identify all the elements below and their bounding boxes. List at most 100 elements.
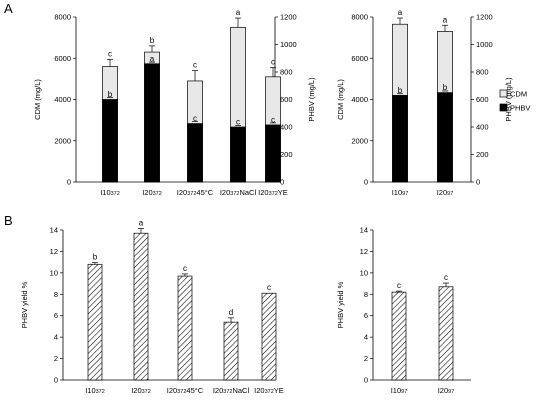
significance-letter: c bbox=[444, 273, 448, 282]
bar-phbv-yield bbox=[133, 232, 149, 381]
y-tick-label: 2 bbox=[364, 354, 368, 363]
y2-tick-label: 400 bbox=[280, 123, 293, 132]
chart-b-right: 0 2 4 6 8 10 12 14 PHBV yield % I1097 I2097 c c bbox=[336, 226, 471, 395]
y-axis-label: CDM (mg/L) bbox=[336, 79, 345, 120]
x-tick-label: I2097 bbox=[438, 386, 455, 395]
y2-tick-label: 400 bbox=[476, 123, 489, 132]
legend-label-phbv: PHBV bbox=[510, 104, 530, 113]
y-tick-label: 0 bbox=[364, 178, 368, 187]
y2-tick-label: 1000 bbox=[280, 40, 297, 49]
bar-phbv bbox=[392, 95, 408, 183]
y-tick-label: 6000 bbox=[54, 54, 71, 63]
y2-tick-label: 600 bbox=[280, 95, 293, 104]
y-tick-label: 8000 bbox=[54, 13, 71, 22]
y-tick-label: 10 bbox=[50, 268, 58, 277]
y-tick-label: 8 bbox=[364, 290, 368, 299]
y2-axis-label: PHBV (mg/L) bbox=[504, 77, 513, 122]
x-tick-label: I2037245°C bbox=[177, 188, 214, 197]
significance-letter-phbv: c bbox=[271, 115, 275, 124]
y-tick-label: 14 bbox=[50, 226, 58, 235]
bar-phbv bbox=[437, 92, 453, 183]
significance-letter-cdm: a bbox=[236, 8, 241, 17]
y2-tick-label: 1200 bbox=[280, 13, 297, 22]
y-tick-label: 4 bbox=[364, 333, 368, 342]
x-tick-label: I2097 bbox=[437, 188, 454, 197]
significance-letter-cdm: a bbox=[398, 8, 403, 17]
x-tick-label: I20372YE bbox=[258, 188, 288, 197]
y-tick-label: 2000 bbox=[351, 136, 368, 145]
significance-letter: c bbox=[183, 264, 187, 273]
bar-phbv-yield bbox=[87, 263, 103, 381]
significance-letter: c bbox=[267, 283, 271, 292]
x-tick-label: I20372NaCl bbox=[213, 386, 250, 395]
x-tick-label: I20372 bbox=[142, 188, 162, 197]
y-axis-label: CDM (mg/L) bbox=[33, 79, 42, 120]
x-tick-label: I10372 bbox=[100, 188, 120, 197]
bar-phbv bbox=[230, 126, 246, 183]
significance-letter-cdm: c bbox=[193, 61, 197, 70]
y-tick-label: 8000 bbox=[351, 13, 368, 22]
y2-tick-label: 0 bbox=[476, 178, 480, 187]
panel-label-a: A bbox=[4, 1, 13, 16]
y2-tick-label: 800 bbox=[476, 68, 489, 77]
significance-letter-cdm: b bbox=[150, 36, 155, 45]
bar-phbv bbox=[265, 124, 281, 183]
y-tick-label: 4000 bbox=[54, 95, 71, 104]
y2-axis-label: PHBV (mg/L) bbox=[307, 77, 316, 122]
y-tick-label: 2000 bbox=[54, 136, 71, 145]
legend-swatch-phbv bbox=[499, 103, 508, 112]
x-tick-label: I20372NaCl bbox=[220, 188, 257, 197]
y-tick-label: 4000 bbox=[351, 95, 368, 104]
panel-label-b: B bbox=[4, 213, 13, 228]
significance-letter: a bbox=[139, 218, 144, 227]
x-tick-label: I1097 bbox=[392, 188, 409, 197]
significance-letter-cdm: c bbox=[108, 49, 112, 58]
y-tick-label: 0 bbox=[54, 376, 58, 385]
significance-letter-cdm: c bbox=[271, 58, 275, 67]
y-axis-label: PHBV yield % bbox=[336, 281, 345, 328]
significance-letter-phbv: b bbox=[398, 86, 403, 95]
significance-letter-phbv: c bbox=[193, 114, 197, 123]
y2-tick-label: 1000 bbox=[476, 40, 493, 49]
bar-phbv-yield bbox=[261, 292, 277, 381]
y-axis-label: PHBV yield % bbox=[20, 281, 29, 328]
y2-tick-label: 800 bbox=[280, 68, 293, 77]
significance-letter: b bbox=[93, 253, 98, 262]
chart-a-left: 0 2000 4000 6000 8000 CDM (mg/L) 0 200 400 600 800… bbox=[33, 8, 316, 197]
significance-letter-phbv: b bbox=[108, 90, 113, 99]
x-tick-label: I2037245°C bbox=[167, 386, 204, 395]
significance-letter: d bbox=[229, 308, 233, 317]
y2-tick-label: 0 bbox=[280, 178, 284, 187]
bar-phbv bbox=[102, 99, 118, 183]
significance-letter-cdm: a bbox=[443, 15, 448, 24]
y-tick-label: 2 bbox=[54, 354, 58, 363]
y-tick-label: 10 bbox=[360, 268, 368, 277]
y2-tick-label: 200 bbox=[280, 150, 293, 159]
x-tick-label: I20372YE bbox=[254, 386, 284, 395]
bar-phbv-yield bbox=[391, 291, 407, 381]
legend: CDM PHBV bbox=[499, 89, 530, 113]
y-tick-label: 6 bbox=[364, 311, 368, 320]
y-tick-label: 0 bbox=[67, 178, 71, 187]
significance-letter: c bbox=[397, 281, 401, 290]
y-tick-label: 12 bbox=[360, 247, 368, 256]
y2-tick-label: 200 bbox=[476, 150, 489, 159]
y-tick-label: 12 bbox=[50, 247, 58, 256]
x-tick-label: I20372 bbox=[131, 386, 151, 395]
y-tick-label: 14 bbox=[360, 226, 368, 235]
x-tick-label: I10372 bbox=[85, 386, 105, 395]
bar-phbv-yield bbox=[177, 275, 193, 381]
legend-swatch-cdm bbox=[499, 89, 508, 98]
bar-phbv bbox=[144, 63, 160, 183]
legend-label-cdm: CDM bbox=[510, 90, 527, 99]
x-tick-label: I1097 bbox=[391, 386, 408, 395]
bar-phbv-yield bbox=[438, 286, 454, 381]
y-tick-label: 4 bbox=[54, 333, 58, 342]
significance-letter-phbv: a bbox=[150, 54, 155, 63]
y2-tick-label: 1200 bbox=[476, 13, 493, 22]
significance-letter-phbv: b bbox=[443, 83, 448, 92]
bar-phbv bbox=[187, 123, 203, 183]
y-tick-label: 0 bbox=[364, 376, 368, 385]
